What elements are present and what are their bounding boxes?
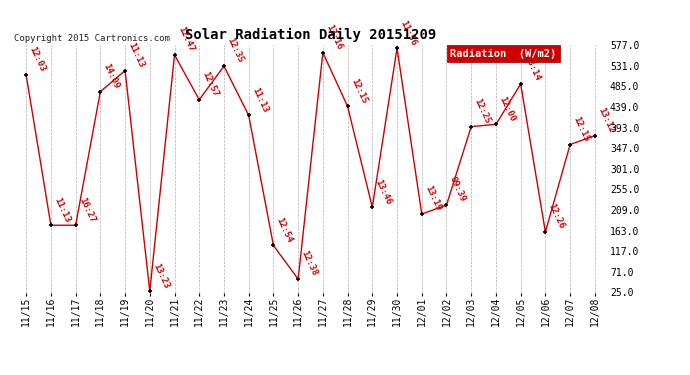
- Point: [293, 276, 304, 282]
- Point: [515, 81, 526, 87]
- Point: [342, 104, 353, 110]
- Text: 12:57: 12:57: [201, 70, 220, 98]
- Text: 12:47: 12:47: [176, 26, 195, 54]
- Point: [268, 242, 279, 248]
- Point: [243, 112, 254, 118]
- Point: [70, 222, 81, 228]
- Point: [169, 52, 180, 58]
- Point: [21, 72, 32, 78]
- Point: [95, 88, 106, 94]
- Point: [144, 288, 155, 294]
- Text: 11:13: 11:13: [250, 86, 270, 114]
- Text: 14:09: 14:09: [101, 62, 121, 90]
- Text: 13:14: 13:14: [522, 54, 542, 82]
- Text: Radiation  (W/m2): Radiation (W/m2): [450, 49, 556, 59]
- Text: 12:03: 12:03: [28, 45, 47, 74]
- Text: 12:25: 12:25: [473, 97, 492, 125]
- Text: Copyright 2015 Cartronics.com: Copyright 2015 Cartronics.com: [14, 33, 170, 42]
- Text: 09:39: 09:39: [448, 176, 467, 204]
- Text: 13:16: 13:16: [324, 23, 344, 51]
- Point: [491, 122, 502, 128]
- Text: 12:15: 12:15: [349, 77, 368, 105]
- Point: [441, 202, 452, 208]
- Text: 13:23: 13:23: [151, 262, 170, 290]
- Point: [194, 97, 205, 103]
- Text: 12:54: 12:54: [275, 216, 295, 244]
- Text: 12:35: 12:35: [226, 36, 245, 64]
- Point: [119, 68, 130, 74]
- Point: [219, 63, 230, 69]
- Text: 11:13: 11:13: [126, 41, 146, 69]
- Point: [391, 45, 402, 51]
- Text: 11:56: 11:56: [398, 19, 418, 47]
- Text: 13:19: 13:19: [423, 184, 443, 213]
- Point: [540, 229, 551, 235]
- Text: 12:00: 12:00: [497, 95, 517, 123]
- Point: [564, 141, 575, 147]
- Text: 12:26: 12:26: [546, 202, 566, 231]
- Point: [466, 124, 477, 130]
- Point: [367, 204, 378, 210]
- Point: [46, 222, 57, 228]
- Point: [589, 133, 600, 139]
- Text: 12:15: 12:15: [571, 115, 591, 143]
- Text: 13:46: 13:46: [374, 178, 393, 206]
- Text: 16:27: 16:27: [77, 196, 97, 224]
- Text: 11:13: 11:13: [52, 196, 72, 224]
- Text: 13:12: 13:12: [596, 106, 615, 134]
- Point: [317, 50, 328, 55]
- Title: Solar Radiation Daily 20151209: Solar Radiation Daily 20151209: [185, 28, 436, 42]
- Point: [416, 211, 427, 217]
- Text: 12:38: 12:38: [299, 249, 319, 278]
